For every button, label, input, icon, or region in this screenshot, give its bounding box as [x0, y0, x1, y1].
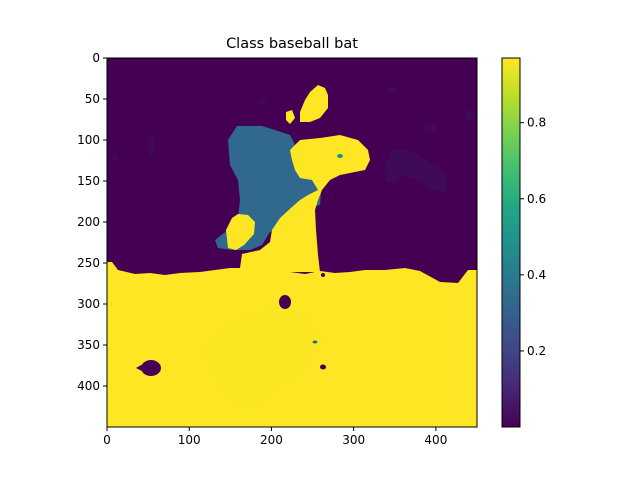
speck-teal-head: [337, 154, 343, 158]
x-axis: 0 100 200 300 400: [103, 427, 447, 447]
y-tick-label: 150: [77, 174, 100, 188]
y-tick-label: 250: [77, 256, 100, 270]
colorbar-tick-label: 0.6: [527, 192, 546, 206]
hole-center: [279, 295, 291, 309]
x-tick-label: 400: [424, 433, 447, 447]
colorbar-tick-label: 0.8: [527, 116, 546, 130]
hole-tiny: [321, 273, 325, 277]
y-tick-label: 0: [92, 51, 100, 65]
x-tick-label: 0: [103, 433, 111, 447]
x-tick-label: 300: [342, 433, 365, 447]
y-tick-label: 350: [77, 338, 100, 352]
hole-right-small: [320, 364, 326, 370]
hole-left-tail: [136, 364, 144, 372]
colorbar-ticks: 0.2 0.4 0.6 0.8: [520, 116, 546, 358]
chart-title: Class baseball bat: [226, 36, 358, 52]
region-lower-shading: [205, 305, 315, 408]
y-tick-label: 300: [77, 297, 100, 311]
x-tick-label: 100: [178, 433, 201, 447]
hole-left: [141, 360, 161, 376]
y-axis: 0 50 100 150 200 250 300 350 400: [77, 51, 107, 393]
y-tick-label: 100: [77, 133, 100, 147]
colorbar-tick-label: 0.4: [527, 268, 546, 282]
region-player-body: [226, 85, 370, 272]
x-tick-label: 200: [260, 433, 283, 447]
colorbar: 0.2 0.4 0.6 0.8: [501, 57, 546, 428]
hole-teal-speck: [312, 340, 318, 344]
plot-frame: [106, 57, 478, 428]
y-tick-label: 50: [85, 92, 100, 106]
y-tick-label: 400: [77, 379, 100, 393]
heatmap-image: [107, 58, 477, 427]
colorbar-tick-label: 0.2: [527, 344, 546, 358]
y-tick-label: 200: [77, 215, 100, 229]
colorbar-gradient: [501, 57, 521, 428]
background-blobs: [111, 87, 475, 192]
